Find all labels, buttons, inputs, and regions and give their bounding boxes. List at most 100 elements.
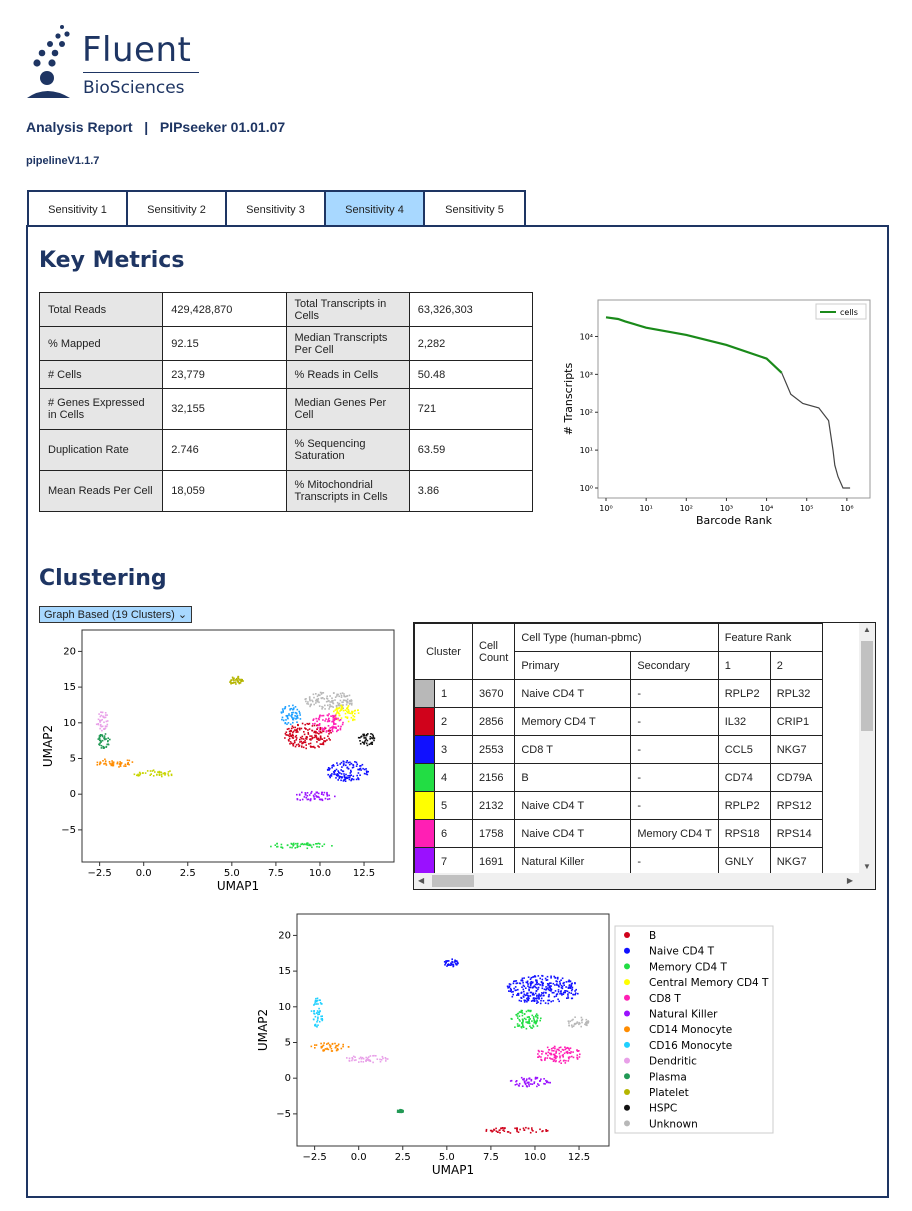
data-point — [298, 793, 301, 796]
data-point — [331, 697, 333, 699]
tab-sensitivity-2[interactable]: Sensitivity 2 — [128, 192, 227, 227]
data-point — [116, 762, 118, 765]
data-point — [539, 1019, 541, 1022]
data-point — [550, 988, 552, 991]
data-point — [535, 987, 538, 989]
data-point — [288, 713, 290, 715]
data-point — [321, 791, 323, 794]
umap-cell-type-chart: −2.5 0.0 2.5 5.0 7.5 10.0 12.5−505101520UMAP1U… — [256, 913, 774, 1177]
y-tick-label: 15 — [63, 682, 76, 693]
data-point — [100, 747, 103, 749]
data-point — [290, 714, 293, 716]
data-point — [317, 727, 319, 729]
tab-sensitivity-1[interactable]: Sensitivity 1 — [29, 192, 128, 227]
legend-marker — [624, 1057, 630, 1064]
data-point — [292, 845, 294, 847]
data-point — [371, 741, 374, 744]
data-point — [328, 731, 331, 733]
data-point — [361, 1056, 364, 1059]
data-point — [372, 736, 375, 739]
data-point — [290, 842, 293, 845]
data-point — [104, 760, 107, 762]
metric-label: Mean Reads Per Cell — [38, 470, 164, 512]
data-point — [105, 720, 108, 723]
pipeline-version: pipelineV1.1.7 — [26, 155, 100, 167]
table-row[interactable]: 2 2856 Memory CD4 T - IL32 CRIP1 — [414, 707, 823, 736]
legend-marker — [624, 994, 630, 1001]
data-point — [528, 1085, 530, 1087]
data-point — [296, 727, 299, 730]
data-point — [120, 763, 122, 765]
data-point — [563, 991, 565, 994]
table-row[interactable]: 7 1691 Natural Killer - GNLY NKG7 — [414, 847, 823, 876]
data-point — [528, 1081, 530, 1084]
data-point — [100, 714, 102, 717]
data-point — [532, 1025, 535, 1028]
x-tick-label: 10⁶ — [840, 504, 853, 513]
data-point — [366, 1057, 369, 1060]
data-point — [305, 736, 308, 738]
data-point — [356, 763, 358, 766]
vertical-scroll-thumb[interactable] — [861, 641, 873, 731]
data-point — [320, 1047, 323, 1049]
data-point — [334, 716, 337, 719]
vertical-scrollbar[interactable]: ▲ ▼ — [859, 623, 875, 873]
data-point — [530, 1000, 533, 1002]
cluster-method-select[interactable]: Graph Based (19 Clusters) ⌄ — [39, 606, 193, 623]
table-row[interactable]: 5 2132 Naive CD4 T - RPLP2 RPS12 — [414, 791, 823, 820]
data-point — [544, 1058, 546, 1060]
data-point — [518, 1025, 520, 1027]
data-point — [325, 731, 328, 733]
data-point — [353, 1059, 356, 1062]
data-point — [357, 736, 360, 739]
data-point — [574, 992, 577, 994]
data-point — [288, 714, 290, 717]
legend-label: CD16 Monocyte — [649, 1040, 732, 1052]
data-point — [346, 700, 349, 703]
scroll-right-icon[interactable]: ▶ — [846, 876, 853, 885]
secondary-type: - — [630, 679, 719, 708]
tab-sensitivity-3[interactable]: Sensitivity 3 — [227, 192, 326, 227]
horizontal-scroll-thumb[interactable] — [432, 875, 474, 887]
data-point — [299, 799, 301, 801]
table-row[interactable]: 3 2553 CD8 T - CCL5 NKG7 — [414, 735, 823, 764]
horizontal-scrollbar[interactable]: ◀ ▶ — [414, 873, 875, 889]
table-row[interactable]: 4 2156 B - CD74 CD79A — [414, 763, 823, 792]
data-point — [517, 988, 519, 991]
scroll-down-icon[interactable]: ▼ — [863, 862, 871, 871]
data-point — [563, 981, 565, 984]
data-point — [232, 679, 234, 681]
data-point — [335, 774, 338, 777]
data-point — [536, 1000, 538, 1002]
data-point — [533, 1021, 535, 1024]
scroll-left-icon[interactable]: ◀ — [418, 876, 425, 885]
data-point — [349, 761, 351, 764]
data-point — [308, 728, 311, 730]
scroll-up-icon[interactable]: ▲ — [863, 625, 871, 634]
data-point — [101, 734, 104, 737]
data-point — [358, 1061, 360, 1063]
tab-sensitivity-4[interactable]: Sensitivity 4 — [326, 192, 425, 227]
data-point — [490, 1129, 493, 1132]
data-point — [359, 740, 361, 742]
data-point — [573, 1023, 576, 1026]
data-point — [558, 980, 561, 983]
legend-marker — [624, 963, 630, 970]
table-row[interactable]: 6 1758 Naive CD4 T Memory CD4 T RPS18 RPS14 — [414, 819, 823, 848]
data-point — [369, 1055, 372, 1057]
tab-sensitivity-5[interactable]: Sensitivity 5 — [425, 192, 524, 227]
data-point — [289, 846, 291, 849]
metric-value: 721 — [408, 388, 534, 430]
y-axis-label: UMAP2 — [41, 725, 55, 767]
data-point — [566, 1050, 569, 1053]
data-point — [579, 1022, 581, 1025]
data-point — [533, 1021, 536, 1023]
data-point — [493, 1129, 496, 1131]
data-point — [294, 726, 296, 729]
data-point — [304, 723, 306, 726]
data-point — [536, 1019, 538, 1021]
table-row[interactable]: 1 3670 Naive CD4 T - RPLP2 RPL32 — [414, 679, 823, 708]
data-point — [320, 1045, 323, 1048]
data-point — [514, 986, 517, 988]
data-point — [315, 1003, 318, 1005]
